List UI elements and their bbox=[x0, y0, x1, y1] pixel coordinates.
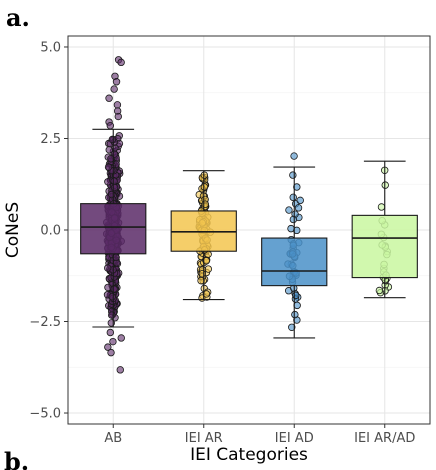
outlier-point bbox=[117, 58, 125, 67]
outlier-point bbox=[104, 343, 112, 351]
y-tick-labels: −5.0 −2.5 0.0 2.5 5.0 bbox=[29, 40, 68, 422]
data-point bbox=[200, 171, 209, 179]
y-tick-label: 0.0 bbox=[40, 224, 61, 239]
y-axis-title: CoNeS bbox=[3, 202, 23, 258]
data-point bbox=[285, 206, 293, 214]
outlier-point bbox=[113, 101, 122, 109]
outlier-point bbox=[106, 121, 115, 130]
data-point bbox=[294, 204, 303, 212]
x-tick-label: IEI AD bbox=[275, 431, 314, 446]
data-point bbox=[104, 283, 112, 292]
outlier-point bbox=[116, 366, 124, 374]
outlier-point bbox=[110, 85, 118, 93]
data-point bbox=[293, 301, 301, 310]
outlier-point bbox=[109, 337, 117, 346]
outlier-point bbox=[114, 112, 122, 121]
data-point bbox=[112, 253, 120, 262]
data-point bbox=[198, 269, 206, 278]
x-tick-label: IEI AR/AD bbox=[354, 431, 415, 446]
outlier-point bbox=[107, 348, 115, 357]
outlier-point bbox=[106, 328, 115, 337]
y-tick-label: 5.0 bbox=[40, 40, 61, 55]
panel-label-a: a. bbox=[6, 3, 30, 32]
boxes bbox=[80, 128, 418, 339]
box-iei-ad bbox=[261, 237, 328, 287]
outlier-point bbox=[105, 94, 113, 102]
outlier-point bbox=[290, 152, 298, 160]
data-point bbox=[107, 311, 116, 319]
x-tick-label: IEI AR bbox=[185, 431, 223, 446]
y-tick-label: 2.5 bbox=[40, 132, 61, 147]
data-point bbox=[292, 291, 300, 300]
data-point bbox=[202, 290, 211, 298]
data-point bbox=[289, 171, 297, 179]
data-point bbox=[375, 286, 384, 295]
data-point bbox=[289, 193, 297, 202]
data-point bbox=[200, 183, 209, 191]
x-axis-title: IEI Categories bbox=[190, 445, 308, 465]
outlier-point bbox=[117, 334, 125, 342]
data-point bbox=[107, 190, 116, 199]
data-point bbox=[108, 292, 116, 301]
outlier-point bbox=[112, 78, 121, 86]
data-point bbox=[110, 285, 118, 293]
box-ab bbox=[80, 203, 147, 255]
data-point bbox=[289, 215, 298, 224]
data-point bbox=[287, 224, 295, 233]
data-point bbox=[110, 177, 118, 185]
data-point bbox=[108, 135, 117, 144]
outlier-points bbox=[104, 56, 298, 374]
jitter-points bbox=[102, 132, 393, 331]
data-point bbox=[296, 196, 304, 205]
plot-panel-border bbox=[67, 35, 431, 425]
data-point bbox=[197, 276, 205, 285]
data-point bbox=[288, 323, 296, 331]
x-tick-labels: AB IEI AR IEI AD IEI AR/AD bbox=[104, 424, 415, 446]
data-point bbox=[291, 310, 299, 319]
box-iei-ar-ad bbox=[351, 214, 418, 279]
y-tick-label: −2.5 bbox=[29, 315, 61, 330]
data-point bbox=[104, 264, 112, 272]
data-point bbox=[201, 200, 209, 208]
x-tick-label: AB bbox=[104, 431, 122, 446]
data-point bbox=[377, 203, 386, 211]
data-point bbox=[293, 183, 301, 191]
panel-label-b: b. bbox=[4, 447, 29, 470]
data-point bbox=[104, 163, 113, 171]
y-tick-label: −5.0 bbox=[29, 407, 61, 422]
data-point bbox=[202, 257, 210, 265]
data-point bbox=[110, 183, 119, 192]
data-point bbox=[107, 155, 115, 163]
